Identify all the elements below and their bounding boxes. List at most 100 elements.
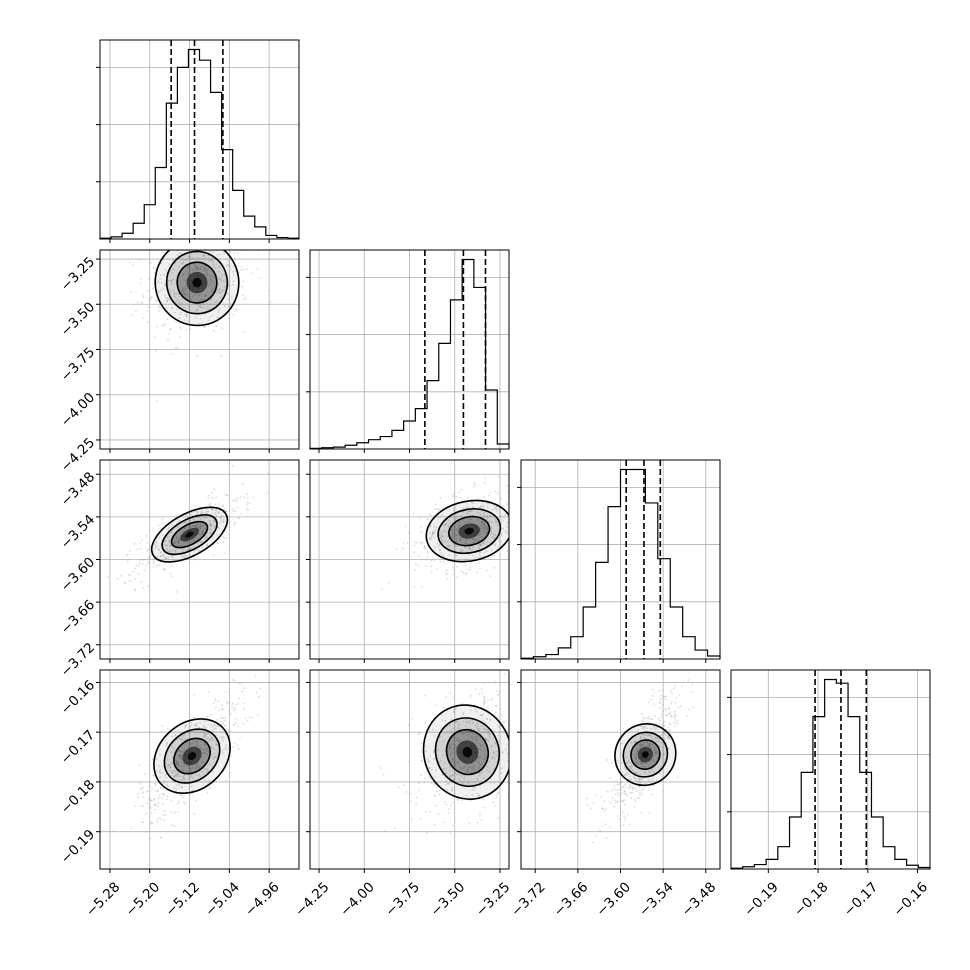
- scatter-point: [181, 739, 183, 741]
- scatter-point: [216, 718, 218, 721]
- scatter-point: [205, 744, 207, 746]
- scatter-point: [202, 302, 205, 305]
- scatter-point: [460, 550, 463, 553]
- scatter-point: [152, 566, 155, 568]
- scatter-point: [171, 735, 174, 738]
- scatter-point: [428, 767, 431, 769]
- scatter-point: [166, 318, 169, 320]
- scatter-point: [186, 764, 189, 767]
- scatter-point: [202, 752, 205, 755]
- scatter-point: [449, 776, 451, 779]
- scatter-point: [472, 546, 474, 548]
- scatter-point: [170, 769, 173, 772]
- scatter-point: [202, 511, 205, 514]
- scatter-point: [653, 715, 656, 718]
- scatter-point: [483, 512, 485, 515]
- scatter-point: [485, 550, 488, 552]
- scatter-point: [197, 549, 200, 552]
- scatter-point: [499, 691, 501, 693]
- scatter-point: [655, 736, 658, 739]
- scatter-point: [156, 789, 159, 792]
- scatter-point: [234, 499, 236, 502]
- scatter-point: [171, 556, 174, 559]
- scatter-point: [480, 819, 483, 821]
- scatter-point: [613, 805, 616, 808]
- scatter-point: [424, 546, 426, 549]
- scatter-point: [677, 706, 680, 709]
- scatter-point: [195, 310, 198, 313]
- scatter-point: [186, 548, 189, 551]
- scatter-point: [640, 736, 642, 739]
- scatter-point: [451, 760, 454, 763]
- scatter-point: [629, 783, 631, 786]
- scatter-point: [179, 794, 182, 796]
- scatter-point: [147, 321, 149, 323]
- scatter-point: [216, 724, 219, 727]
- scatter-point: [515, 787, 517, 789]
- scatter-point: [201, 241, 203, 243]
- scatter-point: [483, 524, 486, 527]
- scatter-point: [418, 732, 421, 735]
- scatter-point: [417, 789, 420, 792]
- scatter-point: [525, 572, 527, 574]
- scatter-point: [173, 776, 175, 778]
- scatter-point: [644, 744, 647, 747]
- scatter-point: [479, 527, 482, 530]
- scatter-point: [196, 267, 199, 269]
- scatter-point: [634, 756, 637, 759]
- scatter-point: [190, 724, 193, 727]
- scatter-point: [474, 724, 477, 727]
- scatter-point: [211, 261, 214, 263]
- scatter-point: [178, 754, 181, 757]
- scatter-point: [186, 542, 189, 544]
- scatter-point: [200, 531, 203, 534]
- scatter-point: [137, 796, 139, 799]
- scatter-point: [230, 303, 233, 305]
- scatter-point: [195, 252, 198, 254]
- scatter-point: [182, 801, 185, 804]
- scatter-point: [455, 707, 458, 710]
- scatter-point: [433, 782, 436, 785]
- scatter-point: [662, 720, 665, 723]
- scatter-point: [193, 504, 196, 507]
- scatter-point: [159, 753, 161, 756]
- scatter-point: [226, 293, 229, 295]
- scatter-point: [462, 518, 465, 521]
- scatter-point: [489, 782, 492, 785]
- scatter-point: [631, 785, 634, 787]
- scatter-point: [175, 759, 177, 762]
- scatter-point: [496, 791, 499, 794]
- scatter-point: [657, 752, 660, 755]
- scatter-point: [198, 322, 201, 325]
- scatter-point: [246, 504, 249, 506]
- scatter-point: [167, 550, 169, 552]
- scatter-point: [225, 265, 228, 267]
- scatter-point: [188, 520, 191, 523]
- scatter-point: [478, 540, 480, 542]
- scatter-point: [221, 708, 224, 711]
- scatter-point: [452, 779, 455, 781]
- scatter-point: [513, 526, 515, 528]
- scatter-point: [205, 240, 207, 242]
- scatter-point: [201, 247, 203, 249]
- scatter-point: [199, 731, 202, 733]
- scatter-point: [595, 794, 598, 797]
- scatter-point: [478, 551, 481, 553]
- scatter-point: [201, 731, 204, 734]
- scatter-point: [634, 740, 637, 743]
- scatter-point: [639, 794, 641, 796]
- scatter-point: [189, 519, 192, 522]
- scatter-point: [452, 696, 455, 699]
- scatter-point: [190, 258, 193, 261]
- scatter-point: [493, 752, 496, 755]
- scatter-point: [164, 307, 167, 309]
- scatter-point: [231, 679, 234, 681]
- scatter-point: [183, 291, 186, 294]
- scatter-point: [228, 263, 230, 266]
- scatter-point: [449, 832, 452, 835]
- scatter-point: [451, 495, 454, 497]
- scatter-point: [213, 265, 216, 268]
- scatter-point: [129, 574, 132, 576]
- scatter-point: [217, 283, 220, 286]
- scatter-point: [171, 555, 173, 558]
